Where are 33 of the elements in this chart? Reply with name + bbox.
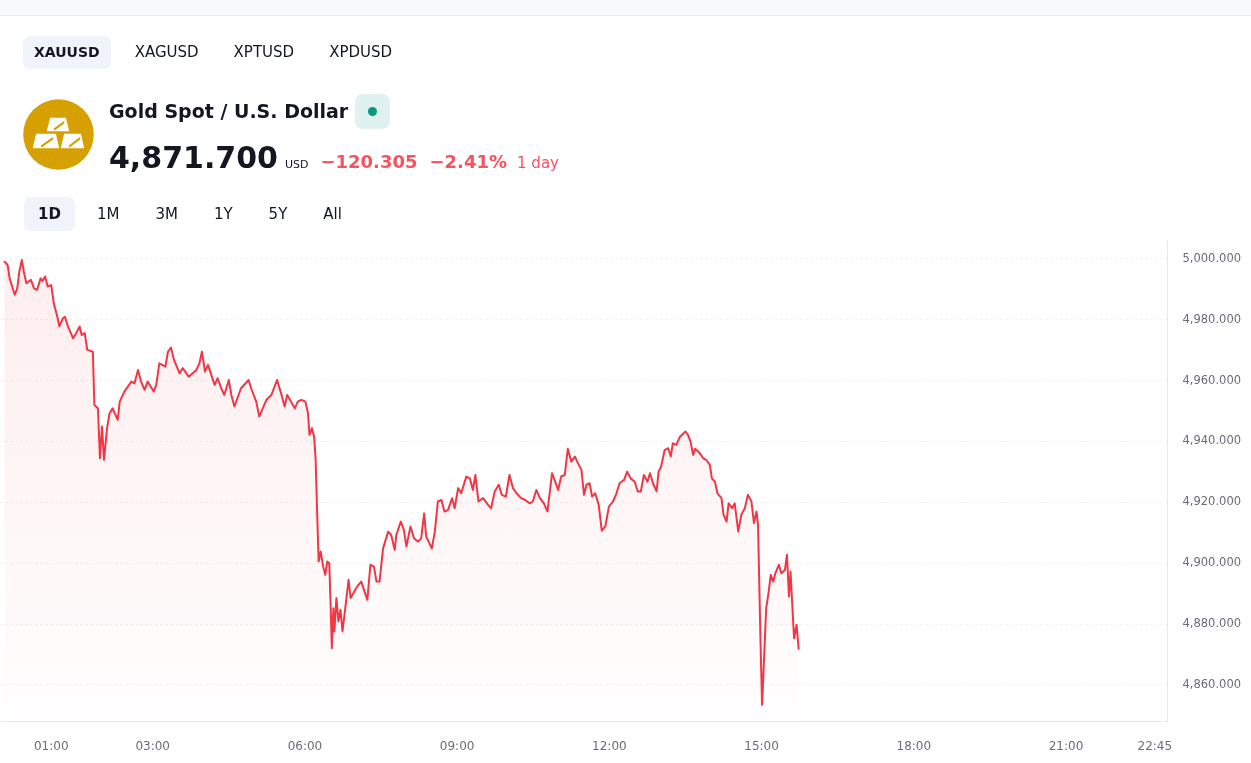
range-button[interactable]: 1Y xyxy=(199,197,247,231)
y-tick-label: 4,860.000 xyxy=(1182,676,1242,691)
y-tick-label: 4,880.000 xyxy=(1182,616,1242,631)
range-button[interactable]: 1M xyxy=(82,197,134,231)
y-tick-label: 4,980.000 xyxy=(1182,311,1242,326)
x-tick-label: 15:00 xyxy=(744,738,779,753)
y-tick-label: 4,920.000 xyxy=(1182,494,1242,509)
y-tick-label: 5,000.000 xyxy=(1182,250,1242,265)
y-tick-label: 4,960.000 xyxy=(1182,372,1242,387)
x-tick-label: 22:45 xyxy=(1137,738,1173,753)
range-button[interactable]: All xyxy=(309,197,356,231)
symbol-tab[interactable]: XAGUSD xyxy=(123,36,210,69)
x-tick-label: 21:00 xyxy=(1048,738,1084,753)
symbol-tab[interactable]: XPDUSD xyxy=(318,36,404,69)
x-tick-label: 01:00 xyxy=(33,738,69,753)
text: 4,871.700 xyxy=(109,140,278,175)
x-tick-label: 09:00 xyxy=(439,738,475,753)
x-tick-label: 12:00 xyxy=(592,738,627,753)
text: 1 day xyxy=(517,153,559,174)
y-tick-label: 4,900.000 xyxy=(1182,555,1242,570)
range-button[interactable]: 3M xyxy=(141,197,192,231)
text: USD xyxy=(284,157,309,173)
x-tick-label: 06:00 xyxy=(287,738,323,753)
chart-title: Gold Spot / U.S. Dollar xyxy=(109,100,349,122)
y-tick-label: 4,940.000 xyxy=(1182,433,1242,448)
symbol-tab[interactable]: XAUUSD xyxy=(23,36,111,69)
text: −2.41% xyxy=(429,150,508,174)
range-button[interactable]: 5Y xyxy=(254,197,302,231)
x-tick-label: 03:00 xyxy=(135,738,171,753)
text: −120.305 xyxy=(320,150,418,174)
symbol-tab[interactable]: XPTUSD xyxy=(222,36,306,69)
x-tick-label: 18:00 xyxy=(896,738,932,753)
range-button[interactable]: 1D xyxy=(24,197,75,231)
